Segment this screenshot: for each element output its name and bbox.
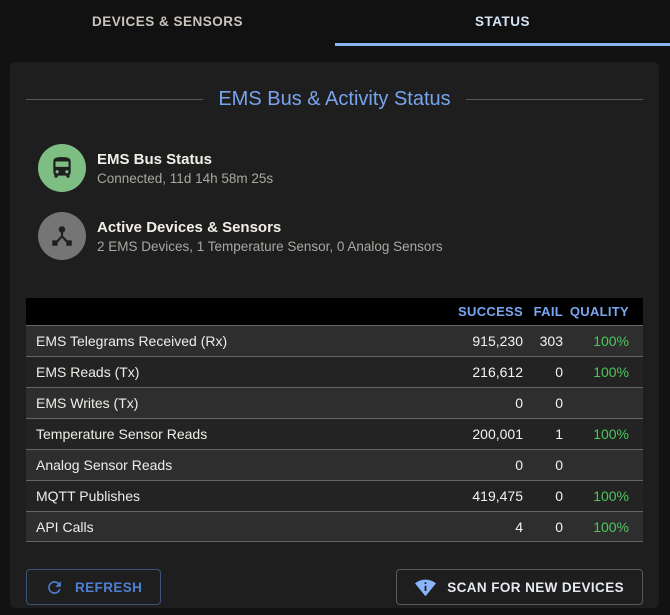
tab-devices-sensors[interactable]: DEVICES & SENSORS — [91, 14, 244, 29]
row-quality-value: 100% — [593, 518, 629, 535]
row-success-value: 915,230 — [472, 333, 523, 349]
row-fail-value: 1 — [555, 426, 563, 442]
row-quality-value: 100% — [593, 333, 629, 349]
title-divider-left — [26, 98, 204, 100]
column-header-fail: FAIL — [533, 304, 563, 319]
row-success-value: 216,612 — [472, 364, 523, 380]
row-success-value: 419,475 — [472, 488, 523, 504]
status-text: Active Devices & Sensors 2 EMS Devices, … — [97, 219, 443, 254]
refresh-button-label: REFRESH — [75, 579, 143, 595]
stats-table: SUCCESS FAIL QUALITY EMS Telegrams Recei… — [26, 298, 643, 542]
status-card: EMS Bus & Activity Status EMS Bus Status… — [10, 62, 659, 608]
row-success-value: 0 — [515, 457, 523, 473]
row-label: API Calls — [36, 518, 94, 535]
row-quality-value: 100% — [593, 426, 629, 442]
row-fail-value: 0 — [555, 488, 563, 504]
status-item-subtitle: Connected, 11d 14h 58m 25s — [97, 170, 274, 186]
bus-icon — [49, 155, 75, 181]
row-success-value: 4 — [515, 518, 523, 535]
stats-table-body: EMS Telegrams Received (Rx) 915,230 303 … — [26, 325, 643, 542]
row-fail-value: 0 — [555, 364, 563, 380]
table-row: EMS Telegrams Received (Rx) 915,230 303 … — [26, 325, 643, 356]
status-item-ems-bus: EMS Bus Status Connected, 11d 14h 58m 25… — [38, 144, 643, 192]
action-buttons: REFRESH SCAN FOR NEW DEVICES — [26, 569, 643, 605]
table-row: MQTT Publishes 419,475 0 100% — [26, 480, 643, 511]
card-title-row: EMS Bus & Activity Status — [26, 62, 643, 111]
column-header-quality: QUALITY — [569, 304, 629, 319]
row-label: EMS Reads (Tx) — [36, 364, 140, 380]
row-label: EMS Telegrams Received (Rx) — [36, 333, 228, 349]
row-label: MQTT Publishes — [36, 488, 140, 504]
status-item-subtitle: 2 EMS Devices, 1 Temperature Sensor, 0 A… — [97, 238, 443, 254]
row-quality-value: 100% — [593, 488, 629, 504]
page-title: EMS Bus & Activity Status — [218, 88, 451, 110]
status-item-active-devices: Active Devices & Sensors 2 EMS Devices, … — [38, 212, 643, 260]
table-row: EMS Reads (Tx) 216,612 0 100% — [26, 356, 643, 387]
status-text: EMS Bus Status Connected, 11d 14h 58m 25… — [97, 151, 273, 186]
status-list: EMS Bus Status Connected, 11d 14h 58m 25… — [26, 144, 643, 260]
column-header-success: SUCCESS — [458, 304, 523, 319]
row-success-value: 200,001 — [472, 426, 523, 442]
refresh-icon — [45, 578, 64, 597]
scan-button-label: SCAN FOR NEW DEVICES — [447, 579, 624, 595]
table-row: API Calls 4 0 100% — [26, 511, 643, 542]
tab-status[interactable]: STATUS — [335, 0, 670, 46]
status-item-title: Active Devices & Sensors — [97, 218, 282, 236]
bus-avatar — [38, 144, 86, 192]
table-row: Analog Sensor Reads 0 0 — [26, 449, 643, 480]
refresh-button[interactable]: REFRESH — [26, 569, 162, 605]
devices-avatar — [38, 212, 86, 260]
status-item-title: EMS Bus Status — [97, 150, 213, 168]
row-quality-value: 100% — [593, 364, 629, 380]
row-fail-value: 0 — [555, 518, 563, 535]
device-hub-icon — [49, 223, 75, 249]
stats-table-header: SUCCESS FAIL QUALITY — [26, 298, 643, 325]
table-row: Temperature Sensor Reads 200,001 1 100% — [26, 418, 643, 449]
row-fail-value: 0 — [555, 457, 563, 473]
row-fail-value: 303 — [539, 333, 563, 349]
scan-for-new-devices-button[interactable]: SCAN FOR NEW DEVICES — [396, 569, 643, 605]
title-divider-right — [465, 98, 643, 100]
row-label: EMS Writes (Tx) — [36, 395, 139, 411]
scan-wifi-icon — [415, 577, 437, 598]
row-success-value: 0 — [515, 395, 523, 411]
table-row: EMS Writes (Tx) 0 0 — [26, 387, 643, 418]
row-label: Temperature Sensor Reads — [36, 426, 208, 442]
row-label: Analog Sensor Reads — [36, 457, 173, 473]
row-fail-value: 0 — [555, 395, 563, 411]
tab-bar: DEVICES & SENSORS STATUS — [0, 0, 670, 46]
